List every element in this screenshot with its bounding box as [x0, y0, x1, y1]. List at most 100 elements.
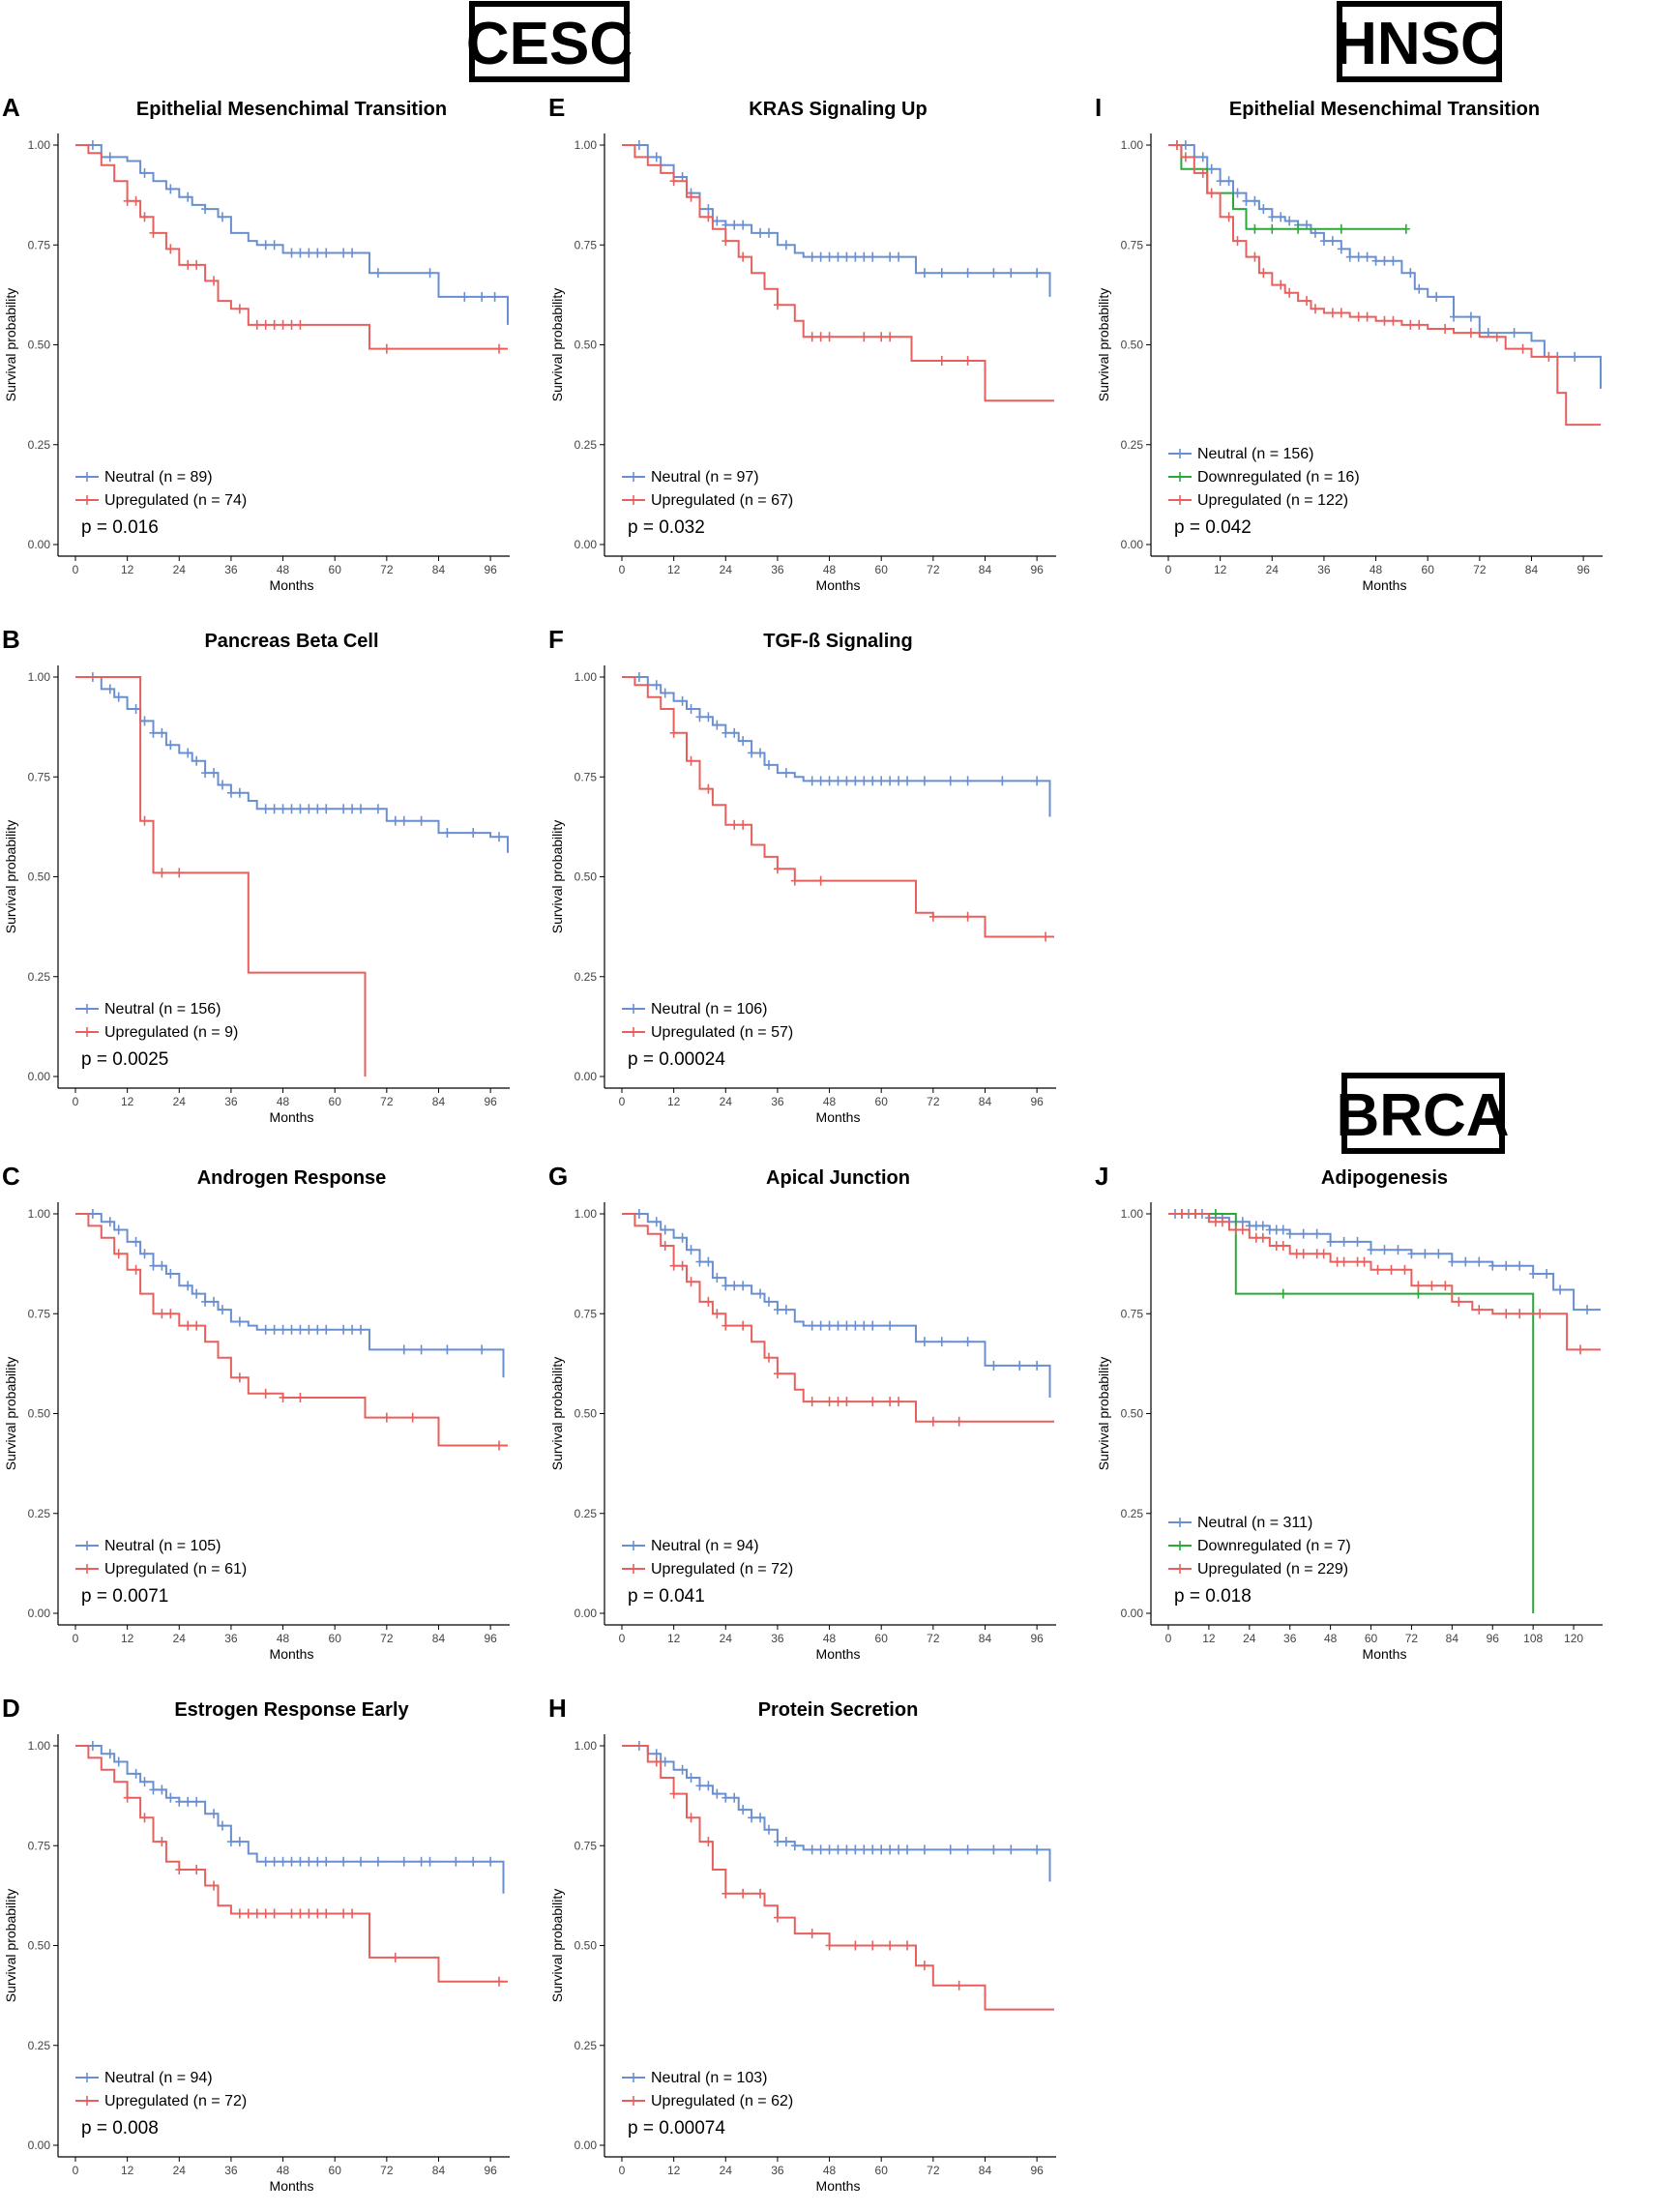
x-tick-label: 60 [875, 1632, 889, 1645]
p-value: p = 0.008 [81, 2118, 159, 2138]
y-tick-label: 1.00 [574, 670, 598, 684]
x-tick-label: 96 [1030, 1095, 1044, 1108]
y-tick-label: 1.00 [574, 1207, 598, 1221]
x-tick-label: 84 [1525, 563, 1539, 576]
x-tick-label: 0 [619, 2164, 626, 2177]
header-brca: BRCA [1336, 1073, 1510, 1154]
x-tick-label: 60 [875, 1095, 889, 1108]
panel-j: J Adipogenesis 0.00 0.25 0.50 0.75 1.00 0 12 24 36… [1095, 1162, 1603, 1662]
header-brca-label: BRCA [1336, 1082, 1509, 1149]
x-tick-label: 24 [720, 563, 733, 576]
panel-letter: C [2, 1162, 20, 1191]
y-tick-label: 1.00 [1121, 1207, 1144, 1221]
legend-item-upregulated: Upregulated (n = 122) [1168, 492, 1348, 509]
panel-title: TGF-ß Signaling [763, 631, 912, 652]
legend-label: Upregulated (n = 72) [651, 1561, 793, 1578]
panel-letter: G [548, 1162, 568, 1191]
y-tick-label: 0.25 [1121, 438, 1144, 452]
x-tick-label: 60 [329, 2164, 342, 2177]
km-curve-neutral [622, 1213, 1051, 1398]
panel-f: F TGF-ß Signaling 0.00 0.25 0.50 0.75 1.00 0 12 2… [548, 625, 1056, 1125]
legend-item-upregulated: Upregulated (n = 229) [1168, 1561, 1348, 1578]
y-axis-title: Survival probability [549, 1889, 565, 2003]
panel-b: B Pancreas Beta Cell 0.00 0.25 0.50 0.75 1.00 0… [2, 625, 510, 1125]
legend-label: Upregulated (n = 9) [104, 1024, 238, 1041]
y-axis-title: Survival probability [1096, 288, 1111, 402]
legend-label: Neutral (n = 89) [104, 469, 213, 486]
x-tick-label: 48 [1370, 563, 1383, 576]
x-tick-label: 84 [979, 2164, 992, 2177]
legend-item-neutral: Neutral (n = 156) [1168, 446, 1314, 462]
km-curve-neutral [75, 1213, 505, 1378]
y-axis-title: Survival probability [549, 820, 565, 934]
x-tick-label: 12 [121, 2164, 134, 2177]
x-tick-label: 24 [1266, 563, 1280, 576]
x-tick-label: 48 [1324, 1632, 1338, 1645]
header-hnsc-label: HNSC [1334, 11, 1504, 77]
x-tick-label: 0 [619, 1095, 626, 1108]
y-tick-label: 0.75 [574, 770, 598, 783]
x-tick-label: 24 [173, 1095, 187, 1108]
x-tick-label: 0 [619, 1632, 626, 1645]
x-tick-label: 84 [1446, 1632, 1459, 1645]
y-tick-label: 1.00 [574, 138, 598, 152]
legend-label: Downregulated (n = 7) [1197, 1538, 1351, 1554]
x-tick-label: 72 [1405, 1632, 1419, 1645]
x-axis-title: Months [270, 1646, 314, 1662]
x-tick-label: 36 [1283, 1632, 1297, 1645]
panel-h: H Protein Secretion 0.00 0.25 0.50 0.75 1.00 0 1… [548, 1694, 1056, 2194]
x-axis-title: Months [1363, 1646, 1407, 1662]
km-curve-upregulated [622, 1213, 1054, 1423]
panel-title: Androgen Response [197, 1167, 387, 1189]
x-tick-label: 12 [667, 1095, 681, 1108]
x-tick-label: 48 [277, 2164, 290, 2177]
legend-item-downregulated: Downregulated (n = 7) [1168, 1538, 1351, 1554]
legend-item-upregulated: Upregulated (n = 74) [75, 492, 247, 509]
legend-label: Upregulated (n = 57) [651, 1024, 793, 1041]
x-tick-label: 60 [1365, 1632, 1378, 1645]
x-tick-label: 0 [1165, 1632, 1172, 1645]
panel-e: E KRAS Signaling Up 0.00 0.25 0.50 0.75 1.00 0 1… [548, 93, 1056, 593]
y-tick-label: 1.00 [28, 1207, 51, 1221]
y-tick-label: 0.50 [28, 339, 51, 352]
x-tick-label: 48 [277, 563, 290, 576]
x-tick-label: 72 [1473, 563, 1487, 576]
km-curve-upregulated [75, 1745, 508, 1983]
x-axis-title: Months [270, 2178, 314, 2194]
legend-item-upregulated: Upregulated (n = 9) [75, 1024, 238, 1041]
x-tick-label: 12 [1202, 1632, 1216, 1645]
panel-title: Estrogen Response Early [174, 1699, 409, 1721]
panel-letter: E [548, 93, 565, 122]
legend-item-neutral: Neutral (n = 89) [75, 469, 213, 486]
x-tick-label: 72 [380, 1632, 394, 1645]
panel-title: Pancreas Beta Cell [204, 631, 378, 652]
x-tick-label: 96 [484, 1095, 497, 1108]
km-curve-upregulated [75, 1213, 508, 1447]
legend-label: Upregulated (n = 62) [651, 2093, 793, 2109]
y-tick-label: 1.00 [574, 1739, 598, 1753]
x-tick-label: 24 [173, 2164, 187, 2177]
x-tick-label: 72 [380, 563, 394, 576]
x-tick-label: 72 [927, 2164, 940, 2177]
x-tick-label: 12 [1214, 563, 1227, 576]
panel-letter: B [2, 625, 20, 654]
x-tick-label: 84 [979, 1632, 992, 1645]
x-tick-label: 0 [73, 2164, 79, 2177]
x-tick-label: 12 [121, 1632, 134, 1645]
y-tick-label: 0.75 [28, 238, 51, 251]
y-tick-label: 0.25 [28, 1507, 51, 1520]
legend-label: Upregulated (n = 67) [651, 492, 793, 509]
panel-title: Epithelial Mesenchimal Transition [1229, 99, 1540, 120]
x-tick-label: 96 [1030, 563, 1044, 576]
y-tick-label: 0.50 [28, 1939, 51, 1953]
header-cesc-label: CESC [466, 11, 633, 77]
p-value: p = 0.016 [81, 517, 159, 538]
y-tick-label: 0.75 [1121, 1307, 1144, 1320]
y-tick-label: 0.75 [1121, 238, 1144, 251]
y-tick-label: 0.50 [574, 1939, 598, 1953]
y-tick-label: 0.25 [574, 438, 598, 452]
x-axis-title: Months [270, 577, 314, 593]
panel-g: G Apical Junction 0.00 0.25 0.50 0.75 1.00 0 12 2… [548, 1162, 1056, 1662]
panel-letter: D [2, 1694, 20, 1723]
x-tick-label: 0 [73, 1095, 79, 1108]
